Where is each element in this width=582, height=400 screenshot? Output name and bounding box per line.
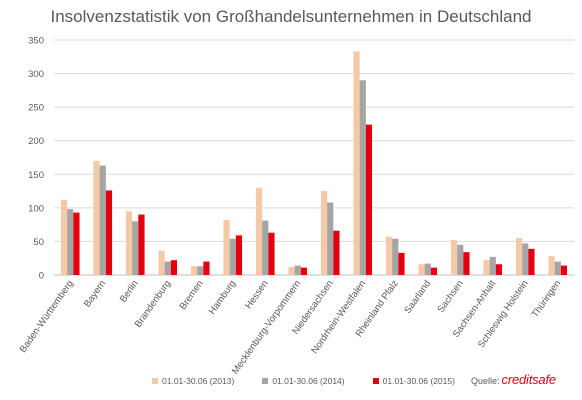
bar-13-2 [495, 264, 503, 275]
y-tick-label: 100 [28, 203, 44, 214]
bar-6-1 [262, 220, 269, 275]
source-credit: Quelle: creditsafe [471, 372, 556, 387]
bar-1-2 [105, 190, 113, 275]
x-axis-ticks: Baden-Württemberg Bayern BerlinBrandenburg… [18, 278, 564, 376]
bar-12-1 [457, 244, 464, 275]
bars [60, 51, 568, 276]
bar-6-0 [255, 187, 263, 275]
bar-1-0 [93, 160, 100, 275]
bar-3-1 [164, 261, 171, 275]
bar-7-2 [300, 267, 308, 275]
legend-item-2014: 01.01-30.06 (2014) [262, 376, 345, 386]
source-label: Quelle: [471, 376, 500, 386]
legend-label-2014: 01.01-30.06 (2014) [272, 376, 345, 386]
y-tick-label: 150 [28, 170, 44, 181]
legend: 01.01-30.06 (2013) 01.01-30.06 (2014) 01… [152, 376, 483, 386]
y-tick-label: 0 [39, 271, 44, 282]
legend-swatch-2014 [262, 378, 269, 384]
y-tick-label: 200 [28, 136, 44, 147]
chart-title: Insolvenzstatistik von Großhandelsuntern… [50, 7, 532, 26]
bar-11-2 [430, 267, 438, 275]
bar-7-1 [294, 265, 301, 275]
creditsafe-logo: creditsafe [501, 372, 557, 387]
bar-8-0 [320, 191, 328, 275]
bar-10-1 [392, 238, 399, 275]
x-tick-label: Berlin [118, 278, 141, 304]
legend-label-2015: 01.01-30.06 (2015) [382, 376, 455, 386]
bar-13-0 [483, 260, 490, 275]
bar-0-2 [73, 212, 80, 275]
bar-2-1 [132, 221, 139, 275]
legend-swatch-2015 [372, 378, 379, 384]
x-tick-label: Baden-Württemberg [18, 278, 76, 354]
legend-label-2013: 01.01-30.06 (2013) [162, 376, 235, 386]
bar-7-0 [288, 266, 295, 275]
bar-14-2 [528, 248, 535, 275]
bar-4-1 [197, 266, 204, 275]
bar-4-0 [190, 266, 198, 275]
bar-5-2 [235, 235, 243, 275]
bar-10-0 [385, 236, 393, 275]
legend-item-2013: 01.01-30.06 (2013) [152, 376, 234, 386]
bar-14-0 [515, 238, 523, 275]
bar-14-1 [522, 243, 529, 275]
bar-5-1 [229, 238, 236, 275]
bar-1-1 [99, 165, 106, 275]
bar-3-0 [158, 250, 165, 275]
bar-15-1 [554, 261, 561, 275]
x-tick-label: Bremen [178, 278, 206, 312]
y-axis-ticks: 0 50 100 150 200 250 300 350 [28, 36, 44, 282]
bar-6-2 [268, 232, 275, 275]
x-tick-label: Hessen [243, 278, 270, 311]
x-tick-label: Hamburg [207, 278, 238, 316]
bar-3-2 [170, 260, 178, 275]
bar-0-1 [67, 209, 74, 275]
bar-4-2 [203, 261, 210, 275]
x-tick-label: Bayern [82, 278, 108, 309]
y-tick-label: 300 [28, 69, 44, 80]
bar-11-0 [418, 264, 425, 275]
bar-9-1 [359, 80, 366, 276]
bar-15-0 [548, 256, 555, 275]
bar-2-0 [125, 211, 133, 275]
bar-10-2 [398, 252, 405, 275]
x-tick-label: Thüringen [530, 278, 564, 319]
bar-12-0 [450, 240, 458, 275]
x-tick-label: Sachsen [435, 278, 465, 315]
bar-9-0 [353, 51, 360, 275]
x-tick-label: Saarland [402, 278, 433, 315]
y-tick-label: 50 [33, 237, 44, 248]
bar-11-1 [424, 263, 431, 275]
bar-0-0 [60, 199, 68, 275]
bar-8-1 [327, 202, 334, 275]
bar-13-1 [489, 256, 496, 275]
bar-2-2 [138, 214, 145, 275]
bar-15-2 [560, 265, 568, 275]
bar-9-2 [365, 124, 373, 275]
bar-12-2 [463, 252, 470, 275]
bar-5-0 [223, 219, 230, 275]
legend-swatch-2013 [152, 378, 158, 384]
legend-item-2015: 01.01-30.06 (2015) [372, 376, 455, 386]
y-tick-label: 350 [28, 36, 44, 47]
y-tick-label: 250 [28, 103, 44, 114]
bar-8-2 [333, 230, 340, 275]
gridlines [54, 39, 574, 276]
